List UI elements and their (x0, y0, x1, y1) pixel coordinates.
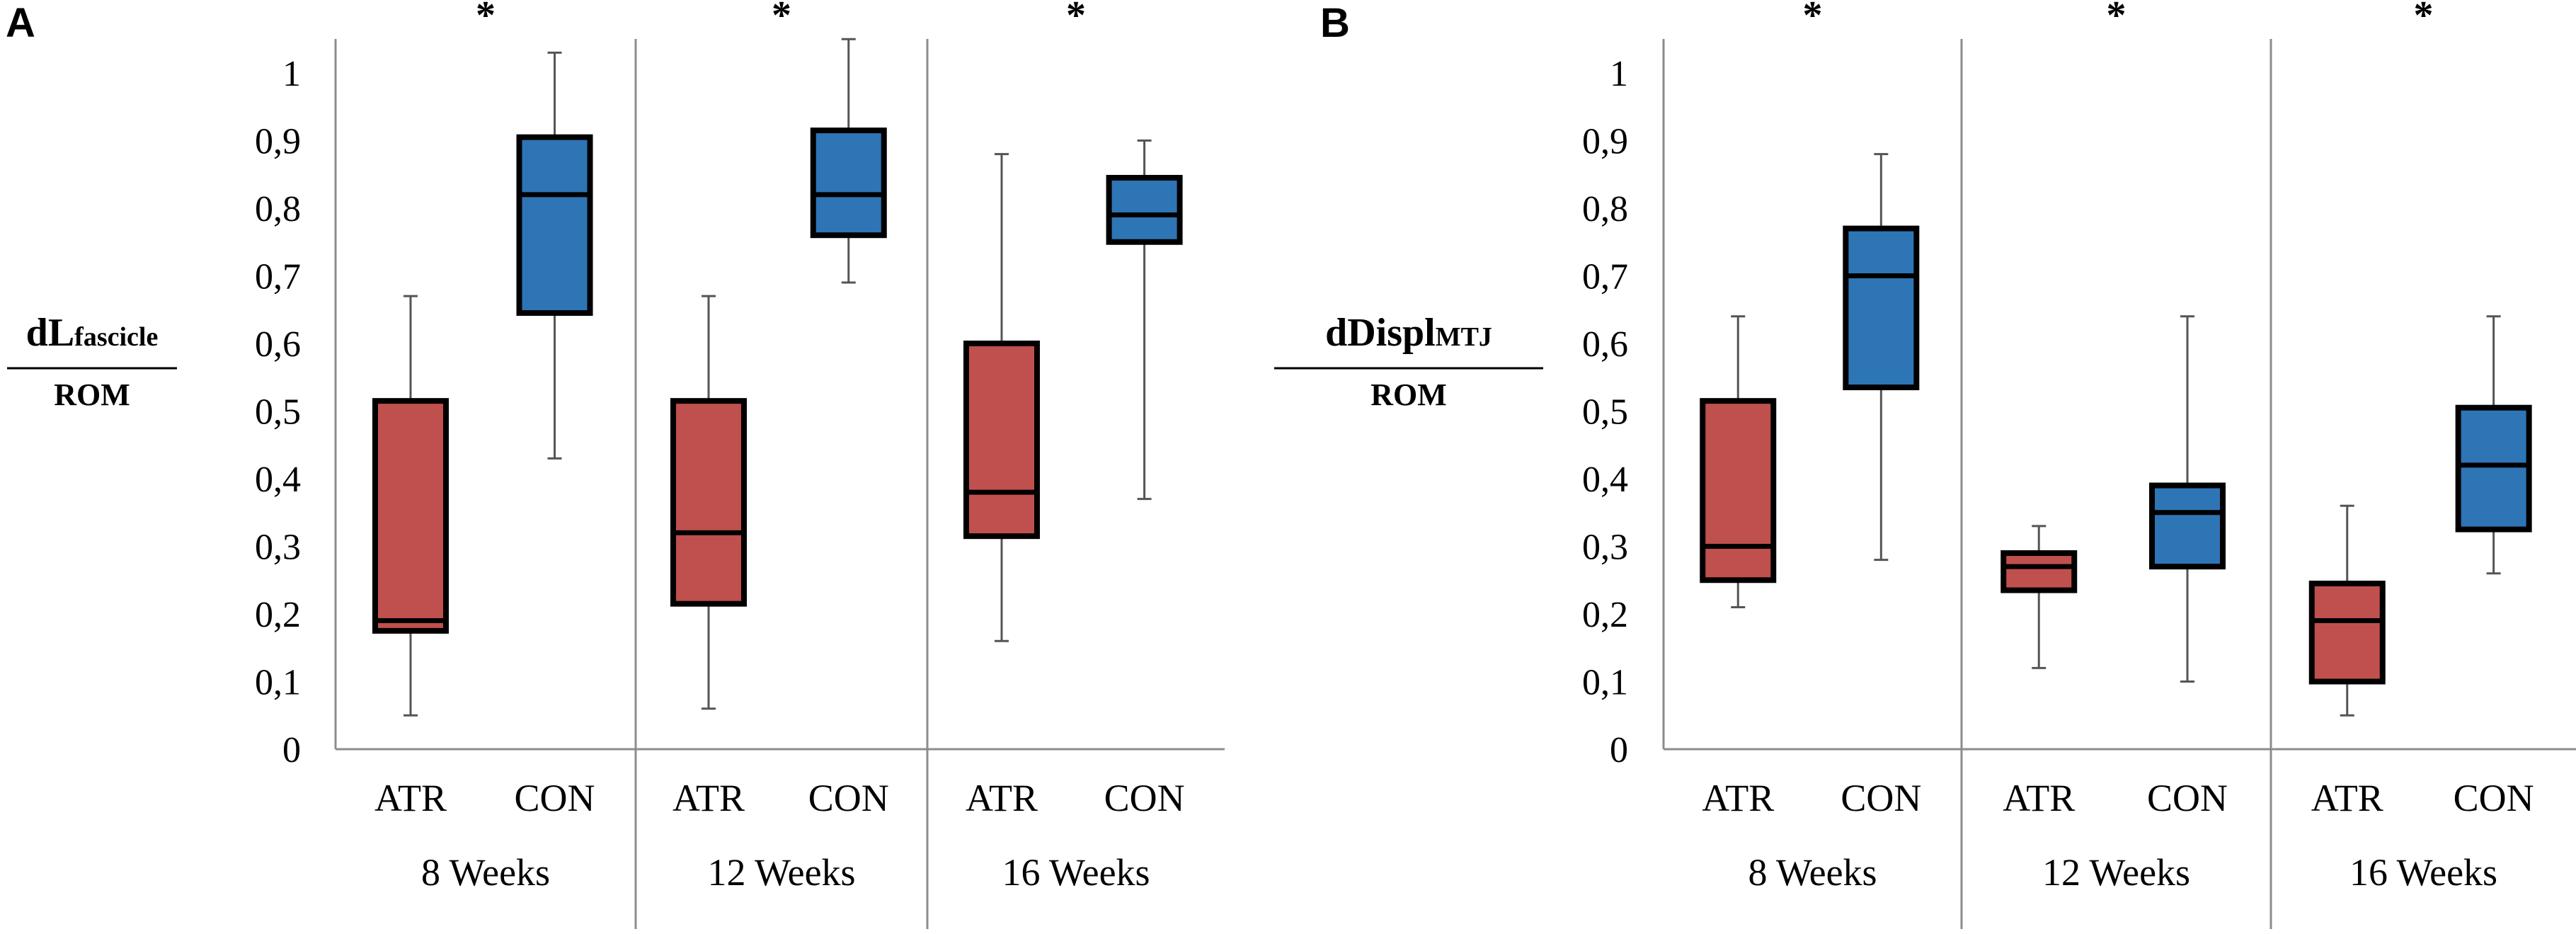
significance-star: * (2414, 0, 2434, 38)
box-con (1106, 139, 1183, 501)
category-label: CON (1104, 777, 1185, 819)
box-con (2149, 315, 2226, 683)
box-iqr (2308, 581, 2386, 685)
box-iqr (516, 134, 593, 317)
box-con (1843, 153, 1920, 562)
y-axis-label: dLfascicle (26, 311, 159, 355)
y-tick-label: 0 (1610, 730, 1628, 770)
group-3: * ATR CON 16 Weeks (963, 0, 1185, 894)
group-2: * ATR CON 12 Weeks (2000, 0, 2228, 894)
box-iqr (2455, 404, 2532, 533)
box-iqr (1843, 225, 1920, 391)
significance-star: * (1803, 0, 1823, 38)
panel-letter: B (1320, 0, 1350, 46)
box-atr (2000, 525, 2078, 669)
y-axis-label-sub: fascicle (74, 322, 158, 352)
y-tick-label: 0,9 (255, 122, 301, 162)
y-tick-label: 0,5 (255, 392, 301, 433)
significance-star: * (476, 0, 496, 38)
y-tick-label: 0,1 (255, 663, 301, 703)
box-con (810, 38, 887, 284)
box-iqr (1106, 175, 1183, 245)
category-label: ATR (1702, 777, 1774, 819)
y-axis-label-denominator: ROM (54, 377, 130, 412)
y-tick-label: 0,7 (255, 257, 301, 297)
y-tick-label: 0,9 (1582, 122, 1628, 162)
group-1: * ATR CON 8 Weeks (1700, 0, 1921, 894)
y-tick-label: 0,2 (255, 595, 301, 635)
box-atr (372, 295, 449, 717)
significance-star: * (772, 0, 791, 38)
box-iqr (2000, 550, 2078, 593)
box-iqr (810, 127, 887, 239)
box-atr (963, 153, 1040, 642)
category-label: CON (2147, 777, 2228, 819)
box-iqr (372, 398, 449, 634)
box-iqr (963, 341, 1040, 540)
category-label: CON (1841, 777, 1921, 819)
box-con (2455, 315, 2532, 575)
y-axis-label-denominator: ROM (1370, 377, 1447, 412)
y-axis-label: dDisplMTJ (1325, 311, 1492, 355)
group-2: * ATR CON 12 Weeks (670, 0, 889, 894)
box-iqr (670, 398, 747, 607)
y-tick-label: 0,6 (255, 324, 301, 365)
group-3: * ATR CON 16 Weeks (2308, 0, 2534, 894)
category-label: CON (2454, 777, 2534, 819)
box-iqr (1700, 398, 1777, 583)
group-label: 16 Weeks (2349, 851, 2497, 894)
category-label: ATR (374, 777, 447, 819)
significance-star: * (2107, 0, 2126, 38)
y-tick-label: 1 (1610, 54, 1628, 94)
y-tick-label: 0,2 (1582, 595, 1628, 635)
y-tick-label: 0,3 (255, 528, 301, 568)
box-atr (1700, 315, 1777, 608)
panel-letter: A (6, 0, 35, 46)
y-axis-label-main: dL (26, 311, 75, 355)
box-con (516, 51, 593, 460)
group-label: 16 Weeks (1002, 851, 1150, 894)
panel-a: A 0 0,1 0,2 0,3 0,4 0,5 0,6 0,7 0,8 0,9 1 dLfascicle… (6, 0, 1225, 929)
box-iqr (2149, 482, 2226, 570)
category-label: ATR (2003, 777, 2075, 819)
category-label: CON (808, 777, 889, 819)
y-axis-label-sub: MTJ (1436, 322, 1492, 352)
y-tick-label: 0,1 (1582, 663, 1628, 703)
y-tick-label: 0,3 (1582, 528, 1628, 568)
group-1: * ATR CON 8 Weeks (372, 0, 595, 894)
significance-star: * (1066, 0, 1086, 38)
box-atr (670, 295, 747, 710)
category-label: ATR (2311, 777, 2383, 819)
y-tick-label: 0,4 (255, 460, 301, 500)
panel-b: B 0 0,1 0,2 0,3 0,4 0,5 0,6 0,7 0,8 0,9 1 dDisplMTJ R… (1274, 0, 2576, 929)
y-tick-label: 0,6 (1582, 324, 1628, 365)
y-tick-label: 0,4 (1582, 460, 1628, 500)
y-tick-label: 0,8 (1582, 189, 1628, 229)
y-tick-label: 1 (282, 54, 301, 94)
group-label: 12 Weeks (707, 851, 855, 894)
group-label: 8 Weeks (1748, 851, 1877, 894)
y-tick-label: 0,8 (255, 189, 301, 229)
group-label: 12 Weeks (2042, 851, 2190, 894)
box-atr (2308, 504, 2386, 717)
y-axis-label-main: dDispl (1325, 311, 1436, 355)
y-tick-label: 0 (282, 730, 301, 770)
group-label: 8 Weeks (421, 851, 550, 894)
category-label: ATR (672, 777, 745, 819)
y-tick-label: 0,5 (1582, 392, 1628, 433)
y-tick-label: 0,7 (1582, 257, 1628, 297)
category-label: ATR (966, 777, 1038, 819)
category-label: CON (515, 777, 595, 819)
